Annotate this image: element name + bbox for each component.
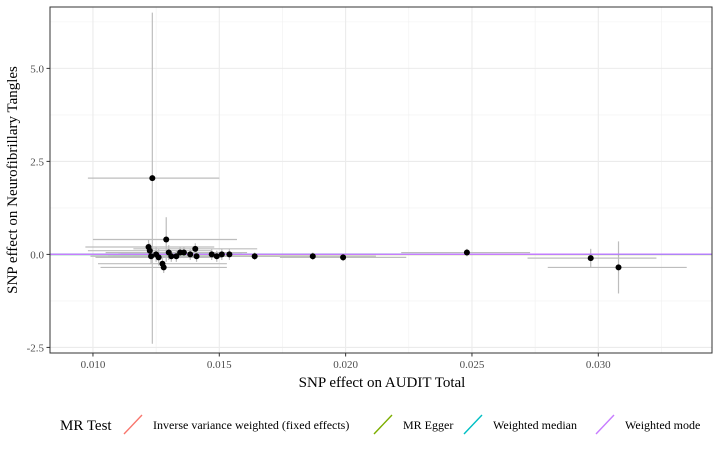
- x-tick-label: 0.020: [333, 359, 358, 371]
- data-points: [146, 175, 622, 270]
- y-axis-label: SNP effect on Neurofibrillary Tangles: [5, 66, 21, 294]
- legend-items: Inverse variance weighted (fixed effects…: [122, 413, 700, 435]
- legend-item: Weighted median: [462, 413, 577, 435]
- data-point: [226, 251, 232, 257]
- x-tick-label: 0.015: [207, 359, 232, 371]
- y-tick-label: -2.5: [27, 342, 45, 354]
- legend-label: Weighted median: [493, 418, 577, 432]
- data-point: [163, 237, 169, 243]
- error-bars: [85, 13, 686, 344]
- legend: MR Test Inverse variance weighted (fixed…: [60, 413, 700, 435]
- x-tick-label: 0.025: [460, 359, 485, 371]
- x-axis-ticks: 0.010 0.015 0.020 0.025 0.030: [81, 353, 612, 371]
- data-point: [181, 250, 187, 256]
- data-point: [194, 253, 200, 259]
- y-axis-ticks: -2.5 0.0 2.5 5.0: [27, 63, 50, 354]
- y-tick-label: 0.0: [30, 249, 44, 261]
- x-tick-label: 0.030: [586, 359, 611, 371]
- data-point: [616, 264, 622, 270]
- data-point: [219, 251, 225, 257]
- y-tick-label: 5.0: [30, 63, 44, 75]
- legend-item: Weighted mode: [594, 413, 700, 435]
- x-tick-label: 0.010: [81, 359, 106, 371]
- data-point: [161, 264, 167, 270]
- data-point: [464, 250, 470, 256]
- data-point: [310, 253, 316, 259]
- data-point: [588, 255, 594, 261]
- data-point: [149, 175, 155, 181]
- data-point: [340, 254, 346, 260]
- legend-item: Inverse variance weighted (fixed effects…: [122, 413, 349, 435]
- data-point: [252, 253, 258, 259]
- x-axis-label: SNP effect on AUDIT Total: [299, 375, 466, 391]
- data-point: [156, 254, 162, 260]
- grid: [50, 7, 712, 353]
- legend-label: MR Egger: [403, 418, 453, 432]
- y-tick-label: 2.5: [30, 156, 44, 168]
- data-point: [187, 251, 193, 257]
- legend-label: Weighted mode: [625, 418, 700, 432]
- data-point: [147, 248, 153, 254]
- legend-title: MR Test: [60, 418, 112, 434]
- data-point: [192, 246, 198, 252]
- legend-label: Inverse variance weighted (fixed effects…: [153, 418, 349, 432]
- legend-item: MR Egger: [372, 413, 453, 435]
